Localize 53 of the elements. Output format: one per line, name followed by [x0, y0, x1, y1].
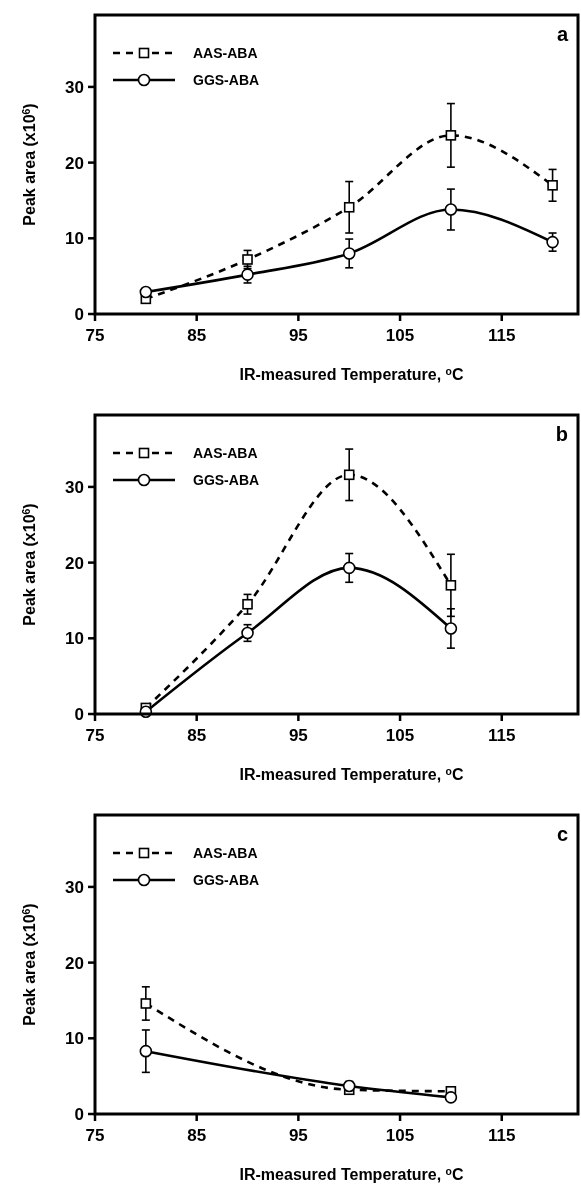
y-tick-label: 10	[65, 1029, 84, 1049]
x-tick-label: 75	[85, 726, 105, 745]
x-axis-title: IR-measured Temperature, $^{o}$C	[239, 365, 464, 383]
y-tick-label: 20	[65, 153, 84, 173]
x-tick-label: 75	[85, 326, 105, 345]
point	[444, 203, 458, 216]
x-tick-label: 115	[488, 326, 516, 345]
point	[445, 580, 457, 591]
x-tick-label: 115	[488, 726, 516, 745]
x-tick-label: 105	[385, 726, 415, 745]
x-tick-label: 95	[288, 1126, 308, 1145]
point	[342, 247, 356, 260]
legend-label: GGS-ABA	[193, 871, 260, 888]
point	[139, 285, 153, 299]
x-tick-label: 85	[187, 726, 207, 745]
point	[140, 998, 152, 1009]
x-tick-label: 115	[488, 1126, 516, 1145]
y-tick-label: 30	[65, 477, 84, 497]
y-tick-label: 20	[65, 553, 84, 573]
point	[547, 180, 558, 191]
legend-label: AAS-ABA	[193, 44, 258, 61]
point	[343, 469, 355, 481]
y-tick-label: 0	[74, 304, 84, 324]
x-axis-title: IR-measured Temperature, $^{o}$C	[239, 1165, 464, 1183]
x-tick-label: 105	[385, 1126, 415, 1145]
x-tick-label: 95	[288, 726, 308, 745]
point	[139, 1044, 153, 1058]
chart-title: c	[556, 823, 568, 845]
y-tick-label: 30	[65, 77, 84, 97]
chart-title: b	[555, 423, 568, 445]
legend-label: GGS-ABA	[193, 471, 260, 488]
y-tick-label: 30	[65, 877, 84, 897]
x-tick-label: 85	[187, 326, 207, 345]
y-tick-label: 20	[65, 953, 84, 973]
legend-label: GGS-ABA	[193, 71, 260, 88]
y-tick-label: 0	[74, 1104, 84, 1124]
x-tick-label: 95	[288, 326, 308, 345]
point	[444, 622, 458, 635]
point	[444, 1091, 458, 1104]
point	[343, 201, 355, 213]
x-tick-label: 105	[385, 326, 415, 345]
point	[445, 130, 457, 141]
y-tick-label: 10	[65, 629, 84, 649]
legend-label: AAS-ABA	[193, 444, 258, 461]
legend-label: AAS-ABA	[193, 844, 258, 861]
point	[242, 598, 253, 610]
x-axis-title: IR-measured Temperature, $^{o}$C	[239, 765, 464, 783]
y-tick-label: 0	[74, 704, 84, 724]
point	[342, 561, 356, 575]
x-tick-label: 75	[85, 1126, 105, 1145]
x-tick-label: 85	[187, 1126, 207, 1145]
y-tick-label: 10	[65, 229, 84, 249]
chart-title: a	[556, 23, 569, 45]
